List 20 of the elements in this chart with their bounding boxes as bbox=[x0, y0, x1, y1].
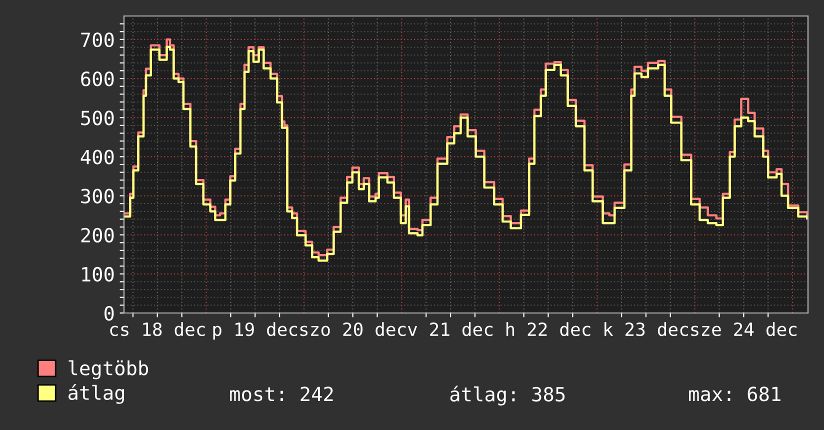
y-tick-label: 400 bbox=[80, 150, 114, 164]
x-tick-label: k 23 dec bbox=[604, 322, 688, 336]
y-tick-label: 100 bbox=[82, 266, 114, 282]
y-tick-label: 600 bbox=[81, 72, 114, 86]
text: átlag: 385 bbox=[450, 386, 565, 406]
x-tick-label: p 19 dec bbox=[213, 322, 298, 340]
text: most: 242 bbox=[230, 386, 333, 402]
y-tick-label: 0 bbox=[104, 306, 114, 321]
x-tick-label: sze 24 dec bbox=[691, 322, 797, 336]
x-tick-label: szo 20 dec bbox=[300, 322, 406, 336]
y-tick-label: 300 bbox=[81, 188, 114, 204]
y-tick-label: 200 bbox=[81, 228, 114, 243]
text: max: 681 bbox=[689, 386, 780, 402]
legend-label: legtöbb bbox=[68, 360, 148, 380]
x-tick-label: cs 18 dec bbox=[110, 322, 205, 336]
x-tick-label: v 21 dec bbox=[408, 322, 492, 336]
y-tick-label: 700 bbox=[81, 32, 114, 48]
legend-label: átlag bbox=[68, 384, 124, 404]
x-tick-label: h 22 dec bbox=[506, 322, 590, 336]
y-tick-label: 500 bbox=[81, 110, 114, 126]
